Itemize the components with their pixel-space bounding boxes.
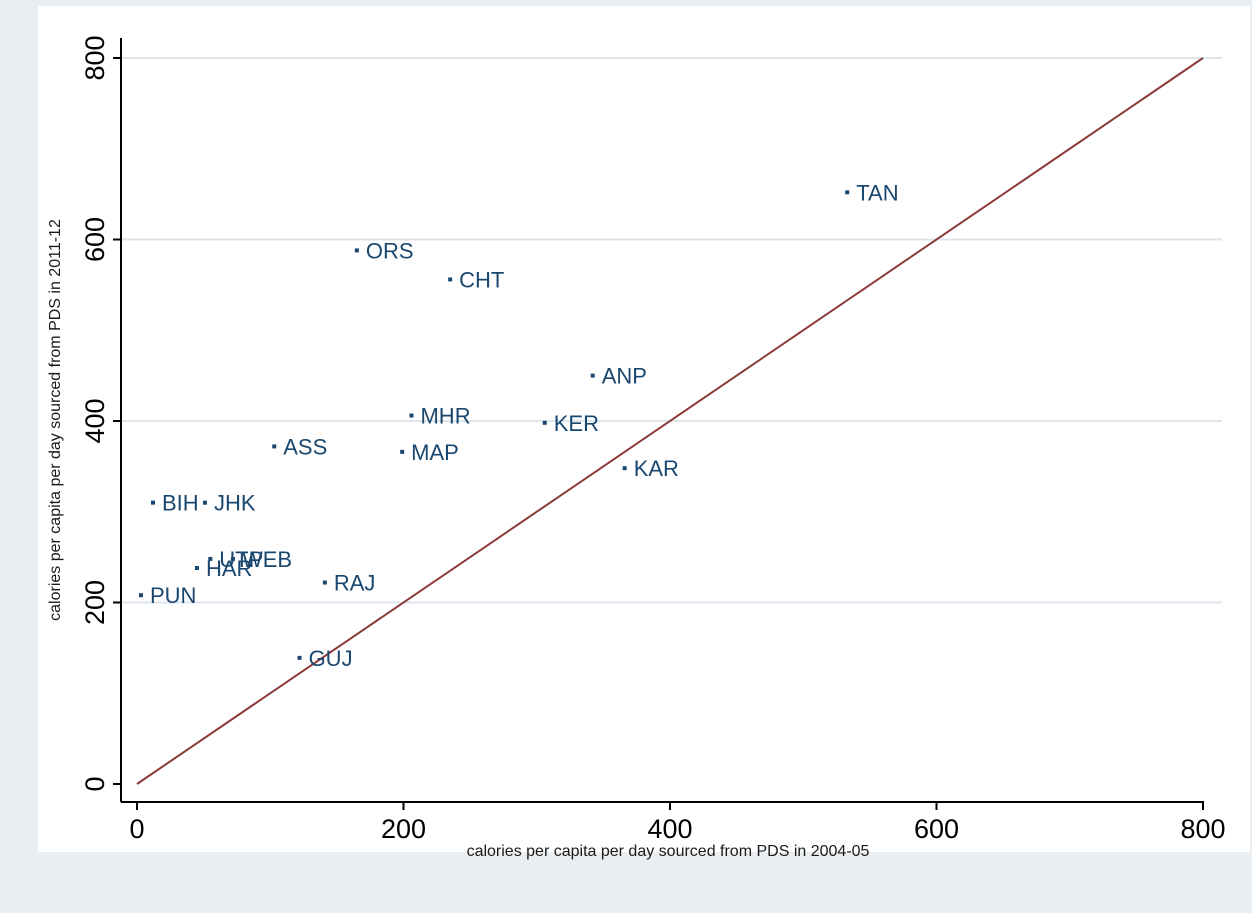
point-marker [623,466,627,470]
point-marker [323,581,327,585]
x-tick-label: 0 [129,814,144,844]
point-label: ASS [283,434,327,459]
point-marker [845,190,849,194]
point-label: GUJ [309,646,353,671]
y-tick-label: 800 [80,35,110,80]
point-label: MHR [420,404,470,429]
point-marker [591,374,595,378]
point-marker [203,501,207,505]
x-tick-label: 600 [914,814,959,844]
point-label: ANP [602,364,647,389]
point-marker [355,248,359,252]
x-axis-title: calories per capita per day sourced from… [467,843,870,860]
point-marker [139,593,143,597]
point-marker [151,501,155,505]
x-tick-label: 400 [647,814,692,844]
y-axis-title: calories per capita per day sourced from… [47,219,64,621]
point-marker [400,450,404,454]
point-label: MAP [411,440,459,465]
point-label: PUN [150,583,196,608]
point-marker [298,656,302,660]
point-marker [272,444,276,448]
y-tick-label: 600 [80,217,110,262]
point-marker [448,277,452,281]
point-label: KAR [634,456,679,481]
point-label: HAR [206,556,252,581]
y-tick-label: 0 [80,776,110,791]
x-tick-label: 200 [381,814,426,844]
point-label: CHT [459,267,504,292]
y-tick-label: 200 [80,580,110,625]
point-label: ORS [366,238,414,263]
point-marker [543,421,547,425]
point-label: BIH [162,491,199,516]
point-marker [409,414,413,418]
y-tick-label: 400 [80,398,110,443]
plot-background [38,6,1250,852]
point-label: TAN [856,180,898,205]
point-label: JHK [214,491,256,516]
x-tick-label: 800 [1180,814,1225,844]
point-marker [195,566,199,570]
point-label: KER [554,411,599,436]
point-label: RAJ [334,571,376,596]
